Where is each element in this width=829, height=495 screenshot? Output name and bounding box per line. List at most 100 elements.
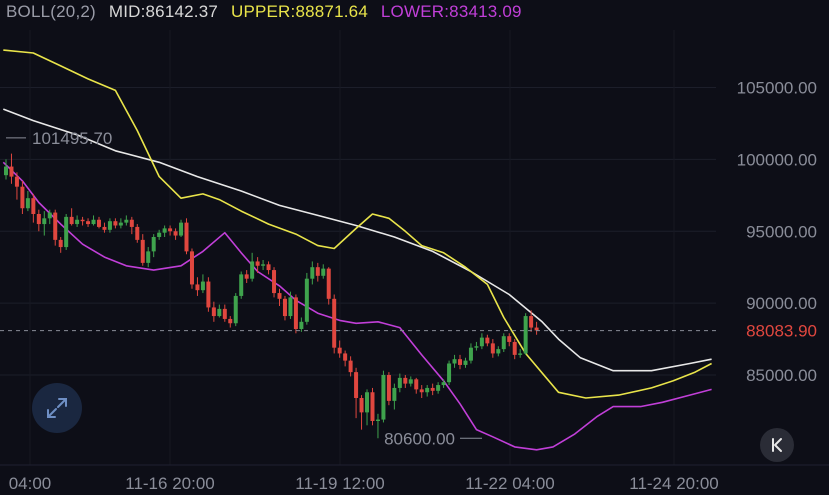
candle-body [195,284,200,291]
candle-body [184,222,189,252]
x-tick-label: 11-22 04:00 [465,474,554,493]
candle-body [392,387,397,401]
candle-body [124,219,129,223]
candle-body [277,293,282,299]
scroll-to-latest-button[interactable] [760,428,794,462]
high-price-label: 101495.70 [32,129,112,148]
candle-body [9,166,14,177]
candle-body [179,222,184,236]
candle-body [53,212,58,240]
candle-body [458,359,463,365]
candle-body [359,398,364,413]
candle-body [58,239,63,248]
candle-body [239,274,244,296]
candle-body [80,219,85,222]
candle-body [523,316,528,354]
candle-body [146,251,151,263]
skip-to-end-icon [772,438,782,452]
candle-body [140,239,145,263]
candle-body [326,268,331,299]
band-line-mid [3,108,712,372]
candle-body [244,274,249,279]
band-line-upper [3,49,712,399]
candle-body [222,308,227,319]
candle-body [162,228,167,233]
candle-body [479,337,484,347]
y-tick-label: 105000.00 [737,79,817,98]
candle-body [173,231,178,236]
candle-body [36,214,41,225]
candle-body [430,387,435,391]
candle-body [534,327,539,331]
candle-body [463,360,468,365]
candle-body [332,298,337,348]
candle-body [211,307,216,317]
candle-body [75,219,80,225]
candle-body [375,419,380,421]
mid-value: MID:86142.37 [108,2,219,21]
candle-body [14,176,19,187]
y-tick-label: 95000.00 [746,222,817,241]
candle-body [118,222,123,226]
candle-body [299,321,304,329]
candle-body [217,308,222,317]
candle-body [261,264,266,266]
upper-value: UPPER:88871.64 [230,2,368,21]
y-tick-label: 90000.00 [746,294,817,313]
low-price-label: 80600.00 [384,429,455,448]
candle-body [255,261,260,266]
candle-body [441,382,446,386]
candle-body [425,387,430,393]
candle-body [282,298,287,317]
candle-body [91,219,96,225]
candle-body [348,360,353,373]
candle-body [381,375,386,420]
candle-body [507,336,512,342]
candle-body [419,389,424,393]
y-tick-label: 85000.00 [746,366,817,385]
candle-body [496,349,501,354]
candle-body [468,347,473,361]
candle-body [397,377,402,388]
candle-body [135,226,140,240]
candle-body [512,341,517,355]
candle-body [102,226,107,230]
candle-body [31,198,36,214]
candle-body [20,186,25,209]
candle-body [189,251,194,285]
y-tick-label: 100000.00 [737,150,817,169]
candle-body [452,359,457,364]
candle-body [365,392,370,413]
candle-body [4,166,8,176]
candle-body [293,297,298,329]
x-tick-label: 04:00 [9,474,52,493]
candle-body [272,270,277,294]
candle-body [490,343,495,354]
candle-body [485,337,490,344]
candle-body [343,353,348,361]
candle-body [518,353,523,355]
candle-body [107,221,112,230]
candle-body [151,237,156,252]
candle-body [200,281,205,291]
candle-body [250,261,255,279]
candle-body [266,264,271,271]
expand-button[interactable] [32,383,82,433]
candle-body [321,268,326,276]
candle-body [69,216,74,225]
candle-body [47,212,52,219]
candle-body [233,295,238,324]
candle-body [288,297,293,317]
candle-body [113,221,118,226]
candle-body [501,336,506,350]
candle-body [42,218,47,225]
candle-body [228,318,233,324]
candle-body [64,216,69,248]
current-price-label: 88083.90 [746,322,817,341]
candle-body [529,316,534,328]
indicator-name: BOLL(20,2) [6,2,96,21]
band-line-lower [2,161,712,451]
candle-body [370,392,375,421]
candle-body [436,385,441,391]
